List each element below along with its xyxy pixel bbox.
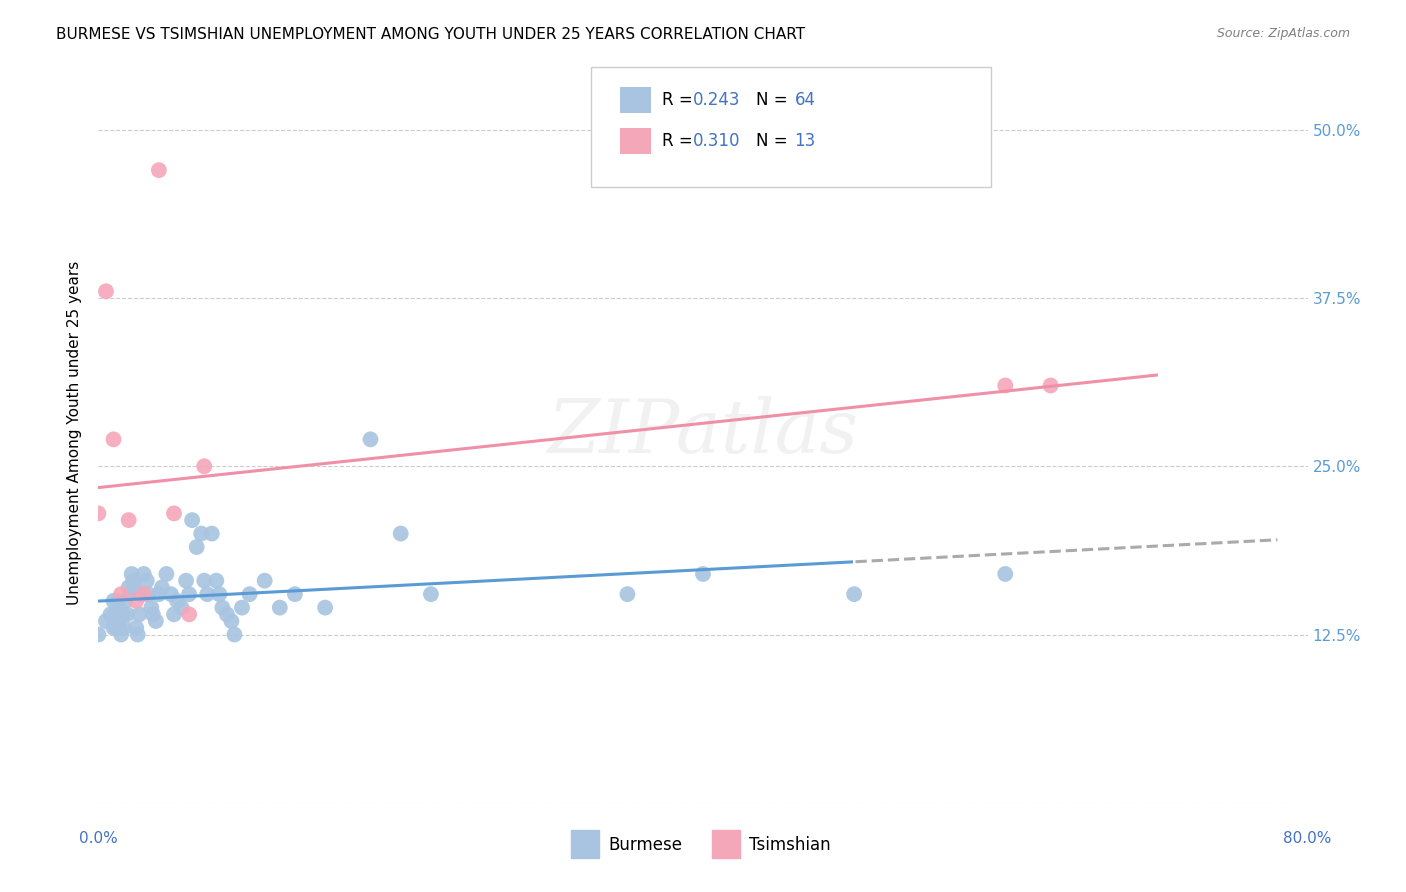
Point xyxy=(269,600,291,615)
Point xyxy=(221,614,243,628)
Point xyxy=(124,581,146,595)
Point xyxy=(201,526,224,541)
Point xyxy=(389,526,412,541)
Point xyxy=(148,587,170,601)
Point xyxy=(136,587,159,601)
Text: ZIPatlas: ZIPatlas xyxy=(547,396,859,469)
Point xyxy=(148,163,170,178)
Point xyxy=(104,607,127,622)
Point xyxy=(186,540,208,554)
Point xyxy=(239,587,262,601)
Y-axis label: Unemployment Among Youth under 25 years: Unemployment Among Youth under 25 years xyxy=(67,260,83,605)
Point xyxy=(420,587,443,601)
Point xyxy=(145,614,167,628)
Point xyxy=(118,513,141,527)
Point xyxy=(125,594,148,608)
Point xyxy=(150,581,173,595)
Point xyxy=(170,600,193,615)
Text: Source: ZipAtlas.com: Source: ZipAtlas.com xyxy=(1216,27,1350,40)
Point xyxy=(179,587,201,601)
Point xyxy=(215,607,238,622)
Point xyxy=(314,600,336,615)
Point xyxy=(174,574,197,588)
Point xyxy=(994,566,1017,581)
Text: BURMESE VS TSIMSHIAN UNEMPLOYMENT AMONG YOUTH UNDER 25 YEARS CORRELATION CHART: BURMESE VS TSIMSHIAN UNEMPLOYMENT AMONG … xyxy=(56,27,806,42)
Point xyxy=(111,607,134,622)
Point xyxy=(129,587,152,601)
Point xyxy=(231,600,253,615)
Point xyxy=(107,607,129,622)
Point xyxy=(193,459,215,474)
Point xyxy=(121,566,143,581)
Point xyxy=(120,587,142,601)
Text: N =: N = xyxy=(756,91,793,109)
Point xyxy=(195,587,218,601)
Point xyxy=(163,507,186,521)
Text: 0.310: 0.310 xyxy=(693,132,741,150)
Point xyxy=(208,587,231,601)
Point xyxy=(190,526,212,541)
Point xyxy=(616,587,638,601)
Point xyxy=(205,574,228,588)
Point xyxy=(132,566,155,581)
Point xyxy=(118,581,141,595)
Point xyxy=(110,587,132,601)
Point xyxy=(110,627,132,641)
Point xyxy=(155,566,177,581)
Point xyxy=(105,621,128,635)
Point xyxy=(166,594,188,608)
Point xyxy=(100,607,122,622)
Point xyxy=(112,621,135,635)
Text: 13: 13 xyxy=(794,132,815,150)
Text: 80.0%: 80.0% xyxy=(1284,830,1331,846)
Point xyxy=(844,587,866,601)
Point xyxy=(193,574,215,588)
Point xyxy=(141,600,163,615)
Point xyxy=(122,574,145,588)
Point xyxy=(211,600,233,615)
Point xyxy=(128,607,150,622)
Point xyxy=(125,621,148,635)
Point xyxy=(87,507,110,521)
Point xyxy=(142,607,165,622)
Text: 0.0%: 0.0% xyxy=(79,830,118,846)
Point xyxy=(103,433,125,447)
Point xyxy=(87,627,110,641)
Point xyxy=(135,574,157,588)
Text: R =: R = xyxy=(662,91,699,109)
Point xyxy=(160,587,183,601)
Point xyxy=(103,621,125,635)
Point xyxy=(114,594,136,608)
Point xyxy=(103,594,125,608)
Point xyxy=(692,566,714,581)
Point xyxy=(115,607,138,622)
Point xyxy=(284,587,307,601)
Text: R =: R = xyxy=(662,132,699,150)
Point xyxy=(994,378,1017,392)
Text: N =: N = xyxy=(756,132,793,150)
Point xyxy=(132,587,155,601)
Point xyxy=(360,433,382,447)
Point xyxy=(107,594,129,608)
Text: 64: 64 xyxy=(794,91,815,109)
Point xyxy=(181,513,204,527)
Point xyxy=(163,607,186,622)
Point xyxy=(94,285,117,299)
Point xyxy=(1039,378,1062,392)
Point xyxy=(179,607,201,622)
Text: 0.243: 0.243 xyxy=(693,91,741,109)
Point xyxy=(127,627,149,641)
Point xyxy=(224,627,246,641)
Point xyxy=(108,621,131,635)
Legend: Burmese, Tsimshian: Burmese, Tsimshian xyxy=(568,830,838,861)
Point xyxy=(94,614,117,628)
Point xyxy=(253,574,276,588)
